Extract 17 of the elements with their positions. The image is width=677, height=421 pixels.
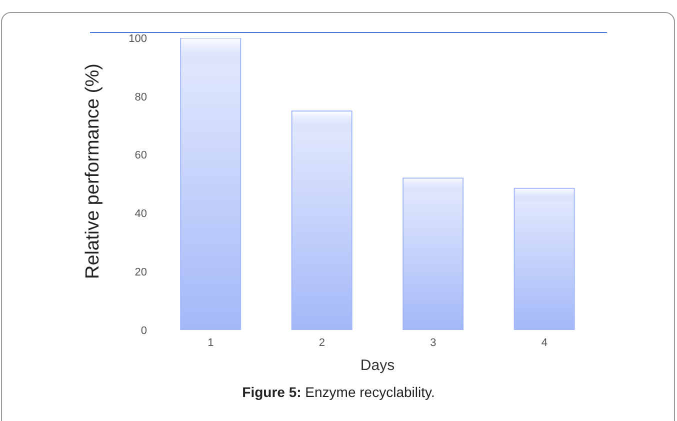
y-tick-label: 40 (134, 208, 147, 220)
y-tick-label: 60 (134, 150, 147, 162)
bar (402, 178, 464, 330)
y-tick-label: 0 (140, 324, 147, 337)
bar (291, 110, 352, 330)
bar (514, 188, 575, 330)
x-tick-label: 1 (208, 336, 214, 349)
y-axis-title: Relative performance (%) (82, 64, 104, 279)
y-tick-label: 80 (134, 91, 147, 104)
caption: Figure 5: Enzyme recyclability. (241, 384, 436, 400)
bar (180, 38, 242, 330)
x-axis-title: Days (360, 357, 395, 374)
x-tick-label: 3 (430, 336, 436, 349)
y-tick-label: 20 (134, 266, 147, 279)
x-tick-label: 4 (541, 336, 548, 349)
y-tick-label: 100 (128, 32, 147, 45)
x-tick-label: 2 (318, 336, 325, 349)
